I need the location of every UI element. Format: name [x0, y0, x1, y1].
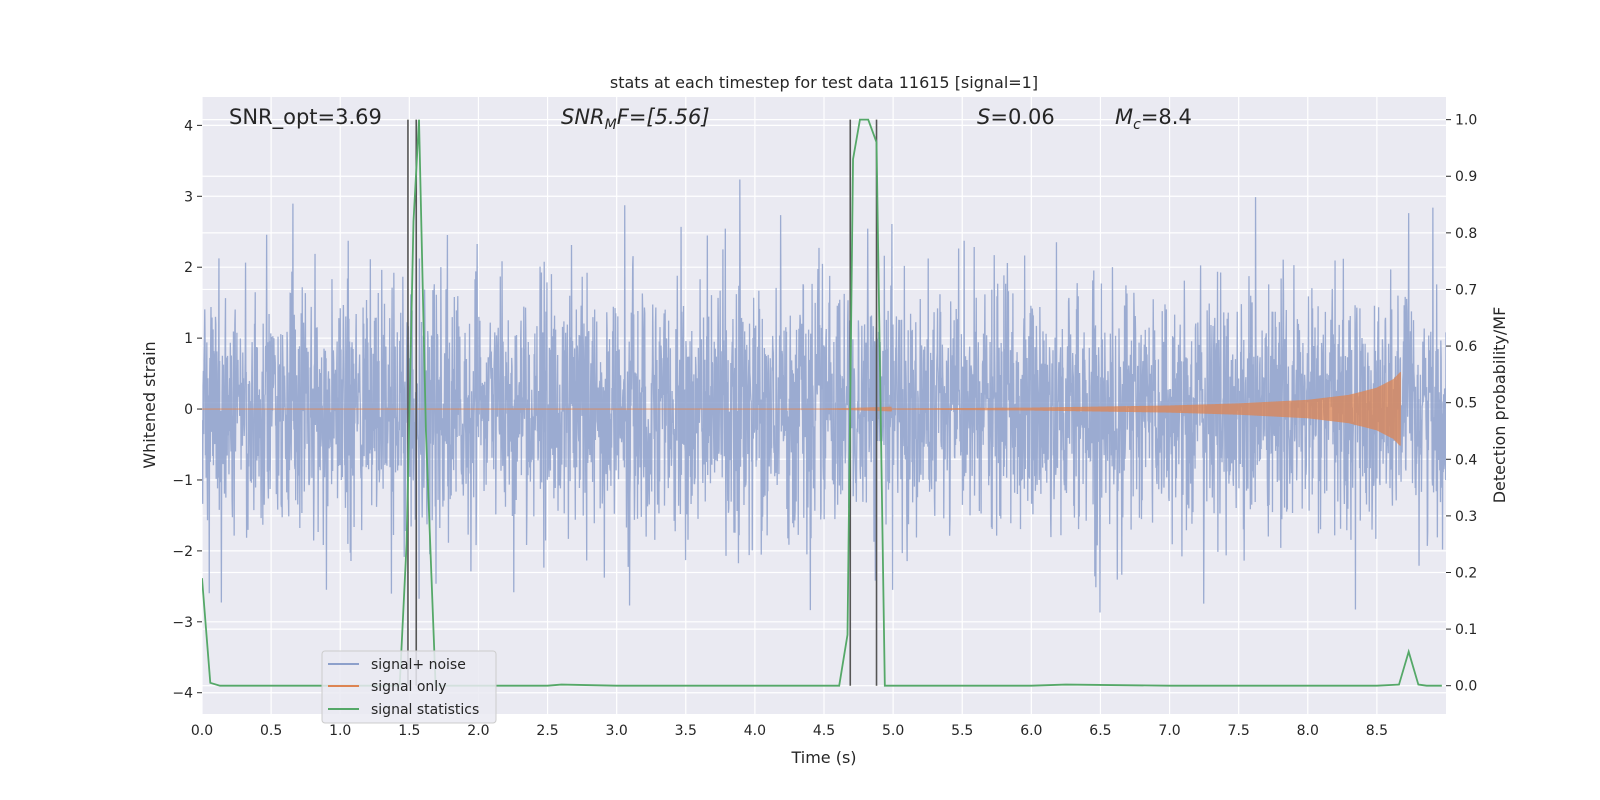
series-signal-only [202, 372, 1401, 446]
y-left-tick-label-2: −2 [172, 544, 193, 560]
x-tick-label-14: 7.0 [1158, 723, 1180, 739]
legend-label-signal-statistics: signal statistics [371, 702, 479, 718]
x-tick-label-16: 8.0 [1297, 723, 1319, 739]
x-tick-label-17: 8.5 [1366, 723, 1388, 739]
y-right-tick-label-4: 0.4 [1455, 452, 1477, 468]
x-tick-label-11: 5.5 [951, 723, 973, 739]
y-axis-right-label: Detection probability/MF [1490, 307, 1509, 504]
x-tick-label-9: 4.5 [813, 723, 835, 739]
y-right-tick-label-10: 1.0 [1455, 113, 1477, 129]
legend-label-signal-noise: signal+ noise [371, 657, 466, 673]
y-left-tick-label-8: 4 [184, 118, 193, 134]
x-tick-label-15: 7.5 [1228, 723, 1250, 739]
y-left-tick-label-1: −3 [172, 615, 193, 631]
y-right-tick-label-2: 0.2 [1455, 565, 1477, 581]
annotation-s: S=0.06 [977, 105, 1055, 129]
annotation-mc-sub: c [1133, 117, 1141, 133]
plot-content [202, 118, 1446, 687]
annotation-snr-mf: SNRMF=[5.56] [561, 105, 710, 133]
y-right-tick-label-9: 0.9 [1455, 169, 1477, 185]
y-right-tick-label-0: 0.0 [1455, 679, 1477, 695]
y-axis-left-label: Whitened strain [140, 341, 159, 468]
y-right-tick-label-3: 0.3 [1455, 509, 1477, 525]
y-right-tick-label-7: 0.7 [1455, 282, 1477, 298]
annotation-snr-mf-tail: F=[5.56] [617, 105, 710, 129]
x-tick-label-5: 2.5 [536, 723, 558, 739]
y-right-tick-label-1: 0.1 [1455, 622, 1477, 638]
annotation-snr-mf-sub: M [605, 117, 617, 133]
y-left-tick-label-5: 1 [184, 331, 193, 347]
x-tick-label-7: 3.5 [675, 723, 697, 739]
y-left-tick-label-0: −4 [172, 686, 193, 702]
x-tick-label-12: 6.0 [1020, 723, 1042, 739]
x-tick-label-10: 5.0 [882, 723, 904, 739]
x-tick-label-0: 0.0 [191, 723, 213, 739]
x-tick-label-4: 2.0 [467, 723, 489, 739]
x-tick-label-3: 1.5 [398, 723, 420, 739]
series-signal-noise [202, 179, 1446, 613]
annotation-snr-mf-main: SNR [561, 105, 605, 129]
annotation-mc-tail: =8.4 [1141, 105, 1192, 129]
series-signal-statistics [202, 118, 1442, 687]
legend: signal+ noise signal only signal statist… [321, 650, 497, 724]
x-tick-label-8: 4.0 [744, 723, 766, 739]
annotation-mc-main: M [1115, 105, 1133, 129]
x-axis-ticks: 0.0 0.5 1.0 1.5 2.0 2.5 3.0 3.5 4.0 4.5 5.0 5.5 6.0 6… [191, 723, 1388, 739]
annotation-mc: Mc=8.4 [1115, 105, 1192, 133]
annotation-snr-opt: SNR_opt=3.69 [229, 105, 382, 130]
y-left-tick-label-4: 0 [184, 402, 193, 418]
y-left-tick-label-6: 2 [184, 260, 193, 276]
x-tick-label-1: 0.5 [260, 723, 282, 739]
x-tick-label-13: 6.5 [1089, 723, 1111, 739]
annotation-s-tail: =0.06 [990, 105, 1054, 129]
y-left-tick-label-7: 3 [184, 189, 193, 205]
y-axis-left-ticks: −4 −3 −2 −1 0 1 2 3 4 [172, 118, 202, 702]
annotation-s-main: S [977, 105, 990, 129]
legend-label-signal-only: signal only [371, 679, 446, 695]
x-tick-label-6: 3.0 [606, 723, 628, 739]
legend-box [321, 650, 497, 724]
y-right-tick-label-6: 0.6 [1455, 339, 1477, 355]
y-left-tick-label-3: −1 [172, 473, 193, 489]
chart-title: stats at each timestep for test data 116… [610, 73, 1038, 92]
y-right-tick-label-8: 0.8 [1455, 226, 1477, 242]
y-axis-right-ticks: 0.0 0.1 0.2 0.3 0.4 0.5 0.6 0.7 0.8 0.9 1.0 [1446, 113, 1477, 695]
x-axis-label: Time (s) [790, 748, 856, 767]
x-tick-label-2: 1.0 [329, 723, 351, 739]
y-right-tick-label-5: 0.5 [1455, 396, 1477, 412]
